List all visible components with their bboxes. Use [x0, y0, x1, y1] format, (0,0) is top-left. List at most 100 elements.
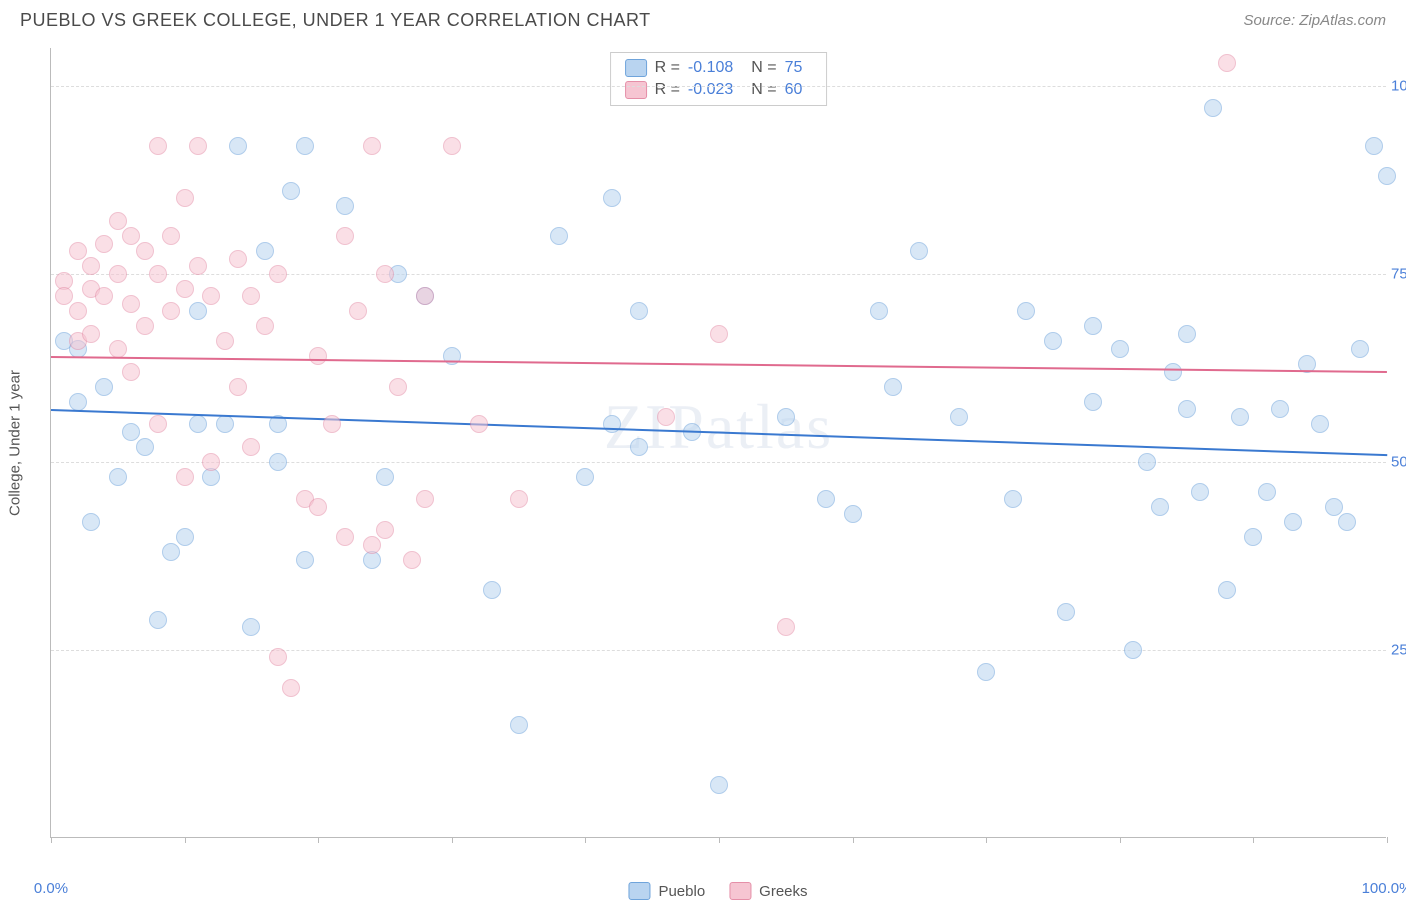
data-point [1044, 332, 1062, 350]
data-point [336, 227, 354, 245]
data-point [82, 325, 100, 343]
data-point [282, 182, 300, 200]
data-point [176, 528, 194, 546]
gridline [51, 86, 1386, 87]
data-point [149, 265, 167, 283]
n-value: 60 [785, 81, 803, 99]
data-point [69, 393, 87, 411]
data-point [122, 295, 140, 313]
data-point [202, 287, 220, 305]
data-point [1017, 302, 1035, 320]
data-point [242, 438, 260, 456]
data-point [1057, 603, 1075, 621]
data-point [1378, 167, 1396, 185]
data-point [162, 543, 180, 561]
data-point [202, 453, 220, 471]
legend-label: Pueblo [658, 883, 705, 900]
data-point [309, 498, 327, 516]
data-point [349, 302, 367, 320]
data-point [1124, 641, 1142, 659]
data-point [483, 581, 501, 599]
data-point [149, 611, 167, 629]
data-point [403, 551, 421, 569]
data-point [242, 287, 260, 305]
data-point [336, 528, 354, 546]
data-point [1178, 400, 1196, 418]
y-axis-label: College, Under 1 year [7, 370, 24, 516]
data-point [149, 137, 167, 155]
data-point [176, 189, 194, 207]
data-point [1351, 340, 1369, 358]
data-point [576, 468, 594, 486]
data-point [1271, 400, 1289, 418]
x-tick-label: 100.0% [1362, 880, 1406, 897]
data-point [1084, 317, 1102, 335]
data-point [1151, 498, 1169, 516]
chart-title: PUEBLO VS GREEK COLLEGE, UNDER 1 YEAR CO… [20, 10, 651, 31]
gridline [51, 462, 1386, 463]
y-tick-label: 100.0% [1391, 77, 1406, 94]
r-label: R = [655, 81, 680, 99]
data-point [189, 257, 207, 275]
legend-swatch [729, 882, 751, 900]
x-tick [1253, 837, 1254, 843]
data-point [363, 137, 381, 155]
data-point [82, 513, 100, 531]
data-point [229, 378, 247, 396]
data-point [95, 235, 113, 253]
data-point [216, 415, 234, 433]
data-point [229, 137, 247, 155]
data-point [844, 505, 862, 523]
data-point [269, 265, 287, 283]
data-point [1338, 513, 1356, 531]
data-point [162, 227, 180, 245]
legend-row: R =-0.023N =60 [625, 79, 813, 101]
data-point [1084, 393, 1102, 411]
data-point [323, 415, 341, 433]
r-value: -0.023 [688, 81, 733, 99]
data-point [95, 378, 113, 396]
data-point [1178, 325, 1196, 343]
legend-swatch [625, 81, 647, 99]
data-point [389, 378, 407, 396]
data-point [1325, 498, 1343, 516]
data-point [603, 189, 621, 207]
x-tick [452, 837, 453, 843]
x-tick [185, 837, 186, 843]
source-attribution: Source: ZipAtlas.com [1243, 12, 1386, 29]
data-point [777, 408, 795, 426]
x-tick-label: 0.0% [34, 880, 68, 897]
data-point [910, 242, 928, 260]
data-point [443, 137, 461, 155]
chart-container: ZIPatlas R =-0.108N =75R =-0.023N =60 25… [50, 48, 1386, 838]
data-point [510, 490, 528, 508]
gridline [51, 274, 1386, 275]
data-point [376, 468, 394, 486]
series-legend: PuebloGreeks [628, 882, 807, 900]
data-point [1191, 483, 1209, 501]
data-point [630, 302, 648, 320]
legend-swatch [628, 882, 650, 900]
data-point [256, 242, 274, 260]
data-point [122, 227, 140, 245]
data-point [189, 137, 207, 155]
data-point [510, 716, 528, 734]
data-point [69, 302, 87, 320]
data-point [470, 415, 488, 433]
data-point [870, 302, 888, 320]
y-tick-label: 75.0% [1391, 265, 1406, 282]
data-point [296, 551, 314, 569]
data-point [55, 287, 73, 305]
data-point [550, 227, 568, 245]
data-point [1258, 483, 1276, 501]
data-point [269, 648, 287, 666]
plot-area: ZIPatlas R =-0.108N =75R =-0.023N =60 25… [50, 48, 1386, 838]
legend-swatch [625, 59, 647, 77]
data-point [1244, 528, 1262, 546]
r-value: -0.108 [688, 59, 733, 77]
x-tick [585, 837, 586, 843]
data-point [296, 137, 314, 155]
data-point [242, 618, 260, 636]
data-point [1138, 453, 1156, 471]
trend-line [51, 356, 1387, 373]
